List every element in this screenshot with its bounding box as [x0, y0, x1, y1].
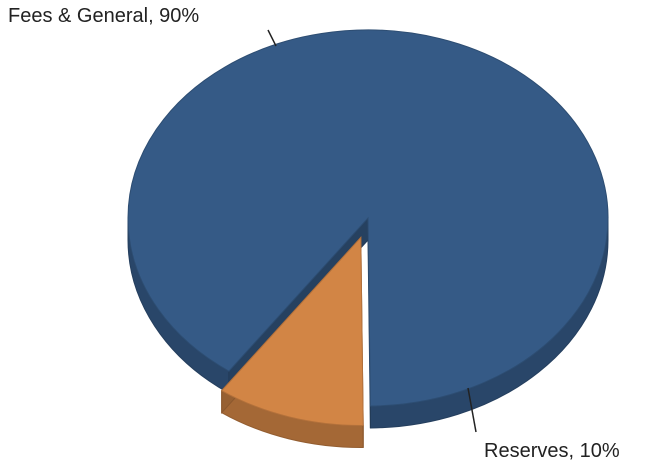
slice-reserves: [220, 236, 364, 448]
leader-line-fees-general: [267, 29, 277, 47]
slice-label-reserves: Reserves, 10%: [484, 440, 620, 462]
slice-label-fees-general: Fees & General, 90%: [8, 5, 199, 27]
leader-lines: [267, 29, 477, 433]
slice-fees-general: [127, 29, 609, 429]
pie-slices: [127, 29, 609, 448]
leader-line-reserves: [467, 387, 477, 433]
